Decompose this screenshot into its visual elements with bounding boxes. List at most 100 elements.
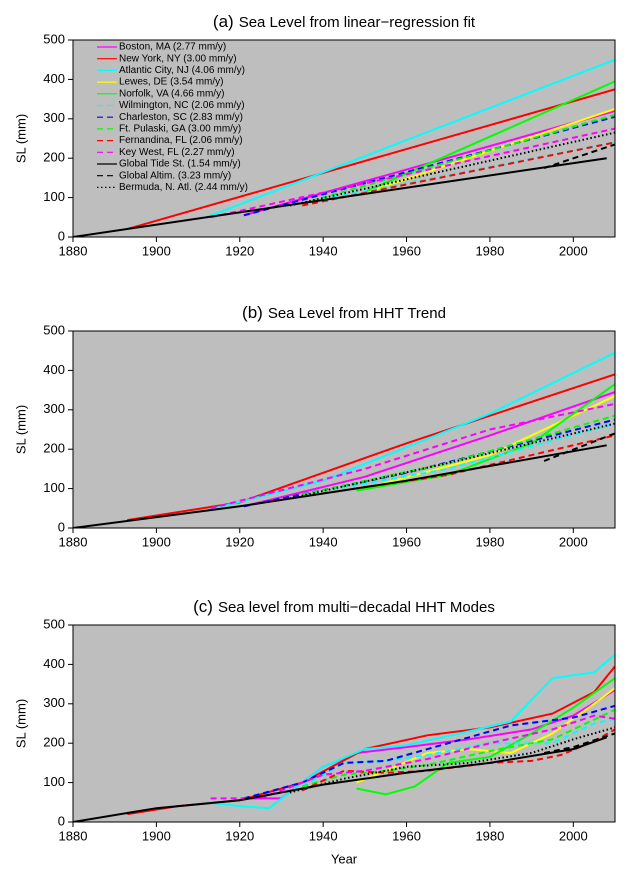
x-tick-label: 1940 (309, 828, 338, 843)
x-tick-label: 1920 (225, 828, 254, 843)
x-tick-label: 1980 (475, 243, 504, 258)
panel: (a) Sea Level from linear−regression fit 0… (13, 12, 616, 258)
x-tick-label: 1880 (59, 828, 88, 843)
series-line (302, 708, 615, 788)
legend-label: Charleston, SC (2.83 mm/y) (119, 112, 243, 123)
y-tick-label: 500 (43, 322, 65, 337)
series-line (210, 714, 615, 800)
y-tick-label: 0 (58, 228, 65, 243)
x-tick-label: 1960 (392, 534, 421, 549)
x-tick-label: 1880 (59, 243, 88, 258)
legend-label: Atlantic City, NJ (4.06 mm/y) (119, 65, 245, 76)
legend-label: Global Altim. (3.23 mm/y) (119, 170, 231, 181)
y-tick-label: 400 (43, 362, 65, 377)
y-axis-label: SL (mm) (13, 114, 28, 163)
series-line (543, 143, 615, 170)
panel-label: (b) (242, 303, 263, 322)
legend-label: Norfolk, VA (4.66 mm/y) (119, 88, 224, 99)
series-line (127, 373, 615, 522)
x-tick-label: 1920 (225, 534, 254, 549)
panel-title: (c) Sea level from multi−decadal HHT Mode… (193, 597, 495, 616)
series-line (243, 391, 615, 508)
y-tick-label: 500 (43, 616, 65, 631)
panel-label: (a) (213, 12, 234, 31)
series-line (289, 726, 615, 794)
series-line (356, 395, 615, 492)
plot-frame (72, 39, 616, 238)
panel: (c) Sea level from multi−decadal HHT Mode… (13, 597, 616, 866)
series-line (243, 418, 615, 508)
y-tick-label: 400 (43, 71, 65, 86)
y-tick-label: 200 (43, 150, 65, 165)
series-line (73, 444, 607, 528)
x-tick-label: 1900 (142, 534, 171, 549)
x-tick-label: 1900 (142, 243, 171, 258)
x-tick-label: 1960 (392, 243, 421, 258)
y-tick-label: 300 (43, 110, 65, 125)
x-tick-label: 1940 (309, 534, 338, 549)
x-tick-label: 1940 (309, 243, 338, 258)
series-line (243, 115, 615, 217)
legend-label: Wilmington, NC (2.06 mm/y) (119, 100, 245, 111)
y-axis-label: SL (mm) (13, 405, 28, 454)
x-tick-label: 2000 (559, 828, 588, 843)
title-text: Sea Level from HHT Trend (268, 305, 446, 322)
series-line (206, 351, 615, 512)
legend-label: Fernandina, FL (2.06 mm/y) (119, 135, 243, 146)
series-line (302, 113, 615, 205)
y-tick-label: 200 (43, 735, 65, 750)
series-line (243, 704, 615, 800)
x-axis-label: Year (331, 851, 358, 866)
legend-label: Boston, MA (2.77 mm/y) (119, 42, 226, 53)
y-tick-label: 200 (43, 441, 65, 456)
x-tick-label: 1900 (142, 828, 171, 843)
series-line (206, 653, 615, 810)
series-line (126, 88, 615, 231)
y-tick-label: 0 (58, 519, 65, 534)
legend-label: Lewes, DE (3.54 mm/y) (119, 77, 223, 88)
y-tick-label: 100 (43, 774, 65, 789)
legend-label: Key West, FL (2.27 mm/y) (119, 147, 235, 158)
y-tick-label: 100 (43, 480, 65, 495)
x-tick-label: 1880 (59, 534, 88, 549)
series-line (73, 736, 608, 822)
panel: (b) Sea Level from HHT Trend 0 100 200 300 400… (13, 303, 616, 549)
y-tick-label: 300 (43, 401, 65, 416)
series-line (302, 414, 615, 496)
y-tick-label: 500 (43, 31, 65, 46)
series-line (302, 422, 615, 496)
series-line (302, 434, 615, 498)
y-tick-label: 300 (43, 695, 65, 710)
series-line (356, 677, 615, 796)
title-text: Sea level from multi−decadal HHT Modes (218, 599, 495, 616)
x-tick-label: 1920 (225, 243, 254, 258)
y-axis-label: SL (mm) (13, 699, 28, 748)
x-tick-label: 1980 (475, 828, 504, 843)
x-tick-label: 1960 (392, 828, 421, 843)
legend-label: Global Tide St. (1.54 mm/y) (119, 159, 241, 170)
x-tick-label: 1980 (475, 534, 504, 549)
title-text: Sea Level from linear−regression fit (239, 14, 476, 31)
series-line (210, 402, 615, 510)
series-line (210, 127, 615, 219)
series-line (73, 157, 607, 237)
panel-title: (b) Sea Level from HHT Trend (242, 303, 446, 322)
legend-label: New York, NY (3.00 mm/y) (119, 53, 237, 64)
y-tick-label: 400 (43, 656, 65, 671)
legend-label: Bermuda, N. Atl. (2.44 mm/y) (119, 182, 248, 193)
y-tick-label: 100 (43, 189, 65, 204)
panel-title: (a) Sea Level from linear−regression fit (213, 12, 476, 31)
y-tick-label: 0 (58, 813, 65, 828)
plot-background (73, 331, 615, 528)
plot-frame (72, 330, 616, 529)
x-tick-label: 2000 (559, 243, 588, 258)
plot-frame (72, 624, 616, 823)
x-tick-label: 2000 (559, 534, 588, 549)
legend-label: Ft. Pulaski, GA (3.00 mm/y) (119, 124, 241, 135)
series-line (206, 58, 615, 219)
panel-label: (c) (193, 597, 213, 616)
series-line (543, 432, 615, 462)
series-line (356, 383, 615, 492)
series-line (289, 422, 615, 500)
